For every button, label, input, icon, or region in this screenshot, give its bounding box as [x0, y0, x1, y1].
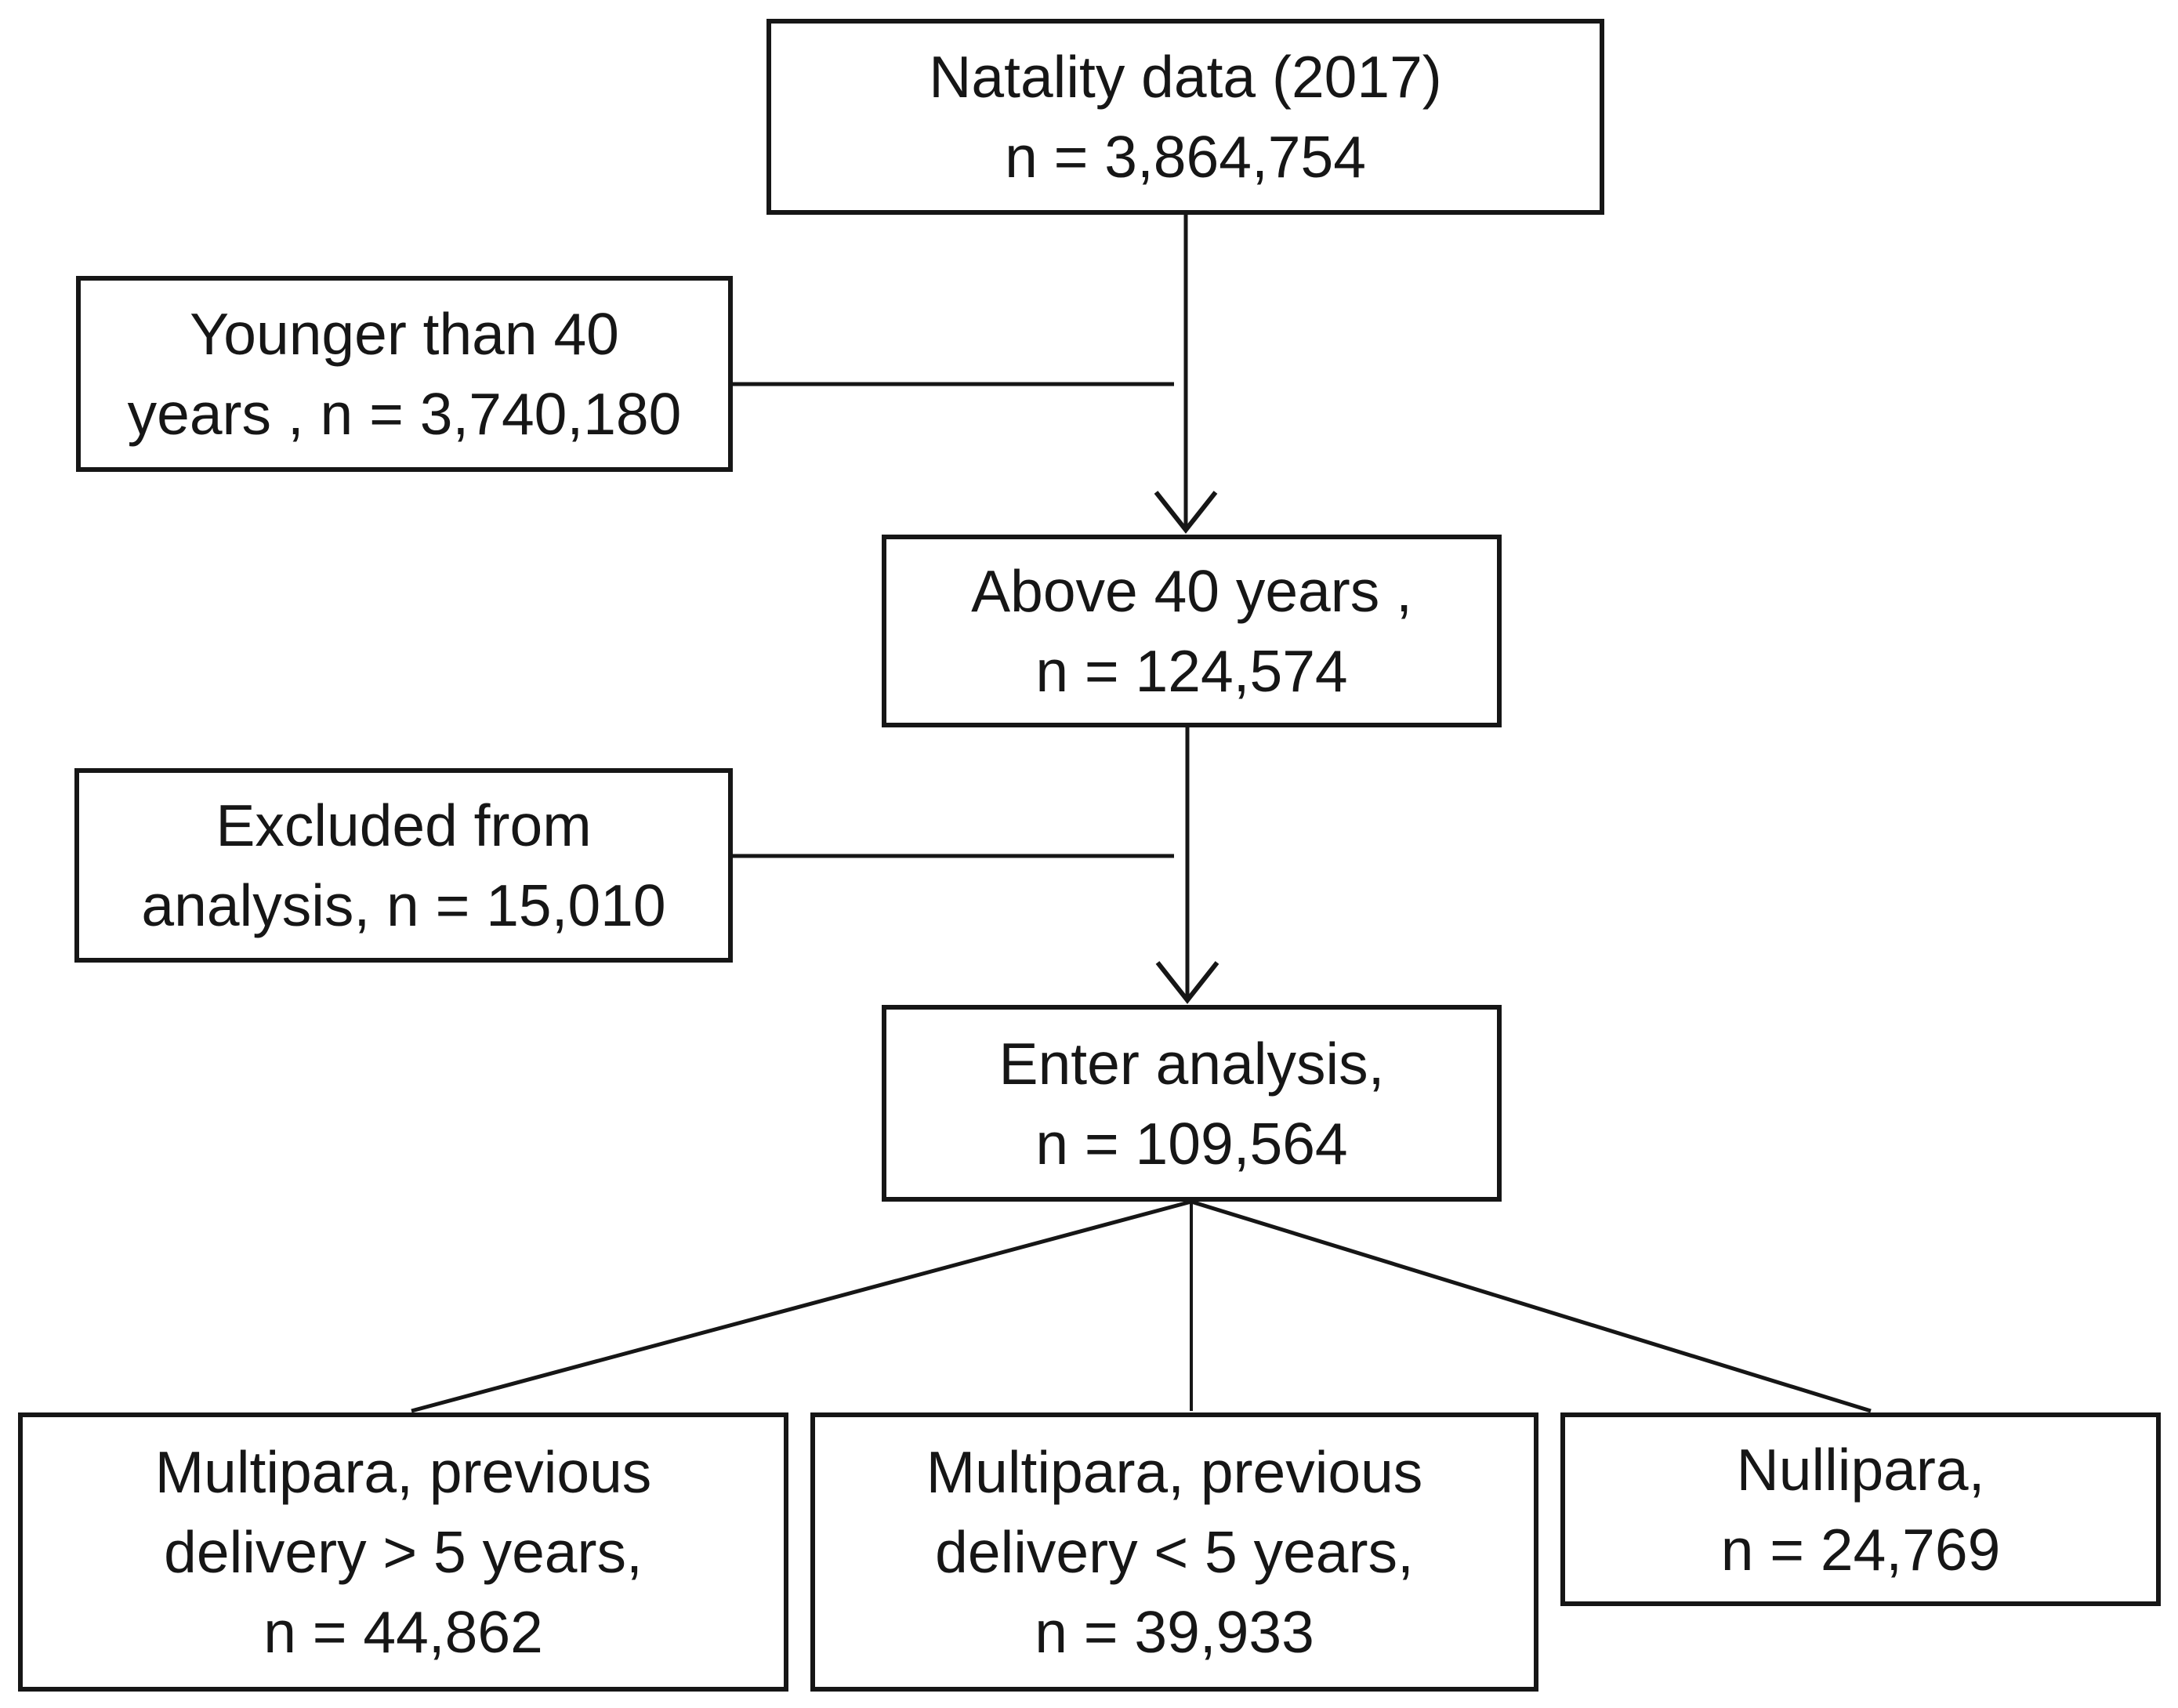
node-younger-count: years , n = 3,740,180	[127, 381, 682, 447]
arrow-natality-to-above40-head	[1154, 491, 1218, 534]
node-younger-than-40: Younger than 40 years , n = 3,740,180	[76, 276, 733, 472]
node-nullipara-label: Nullipara,	[1736, 1436, 1985, 1503]
node-enter-count: n = 109,564	[1035, 1110, 1348, 1177]
node-excluded-from-analysis: Excluded from analysis, n = 15,010	[74, 768, 733, 963]
node-multipara-gt5-count: n = 44,862	[263, 1599, 543, 1665]
connector-enter-to-nullipara	[1190, 1199, 1872, 1413]
node-multipara-gt5-label-2: delivery > 5 years,	[164, 1519, 643, 1585]
node-above-40-years: Above 40 years , n = 124,574	[882, 535, 1502, 727]
node-natality-data: Natality data (2017) n = 3,864,754	[766, 19, 1604, 215]
node-above40-label: Above 40 years ,	[971, 558, 1412, 624]
node-excluded-count: analysis, n = 15,010	[141, 872, 666, 938]
node-multipara-lt5-count: n = 39,933	[1035, 1599, 1314, 1665]
node-natality-label: Natality data (2017)	[929, 44, 1442, 110]
node-above40-count: n = 124,574	[1035, 638, 1348, 704]
arrow-above40-to-enter-head	[1155, 961, 1219, 1004]
node-enter-analysis: Enter analysis, n = 109,564	[882, 1005, 1502, 1202]
node-multipara-gt5-label-1: Multipara, previous	[154, 1439, 652, 1505]
connector-enter-to-multipara-gt5	[411, 1199, 1192, 1413]
node-nullipara-count: n = 24,769	[1720, 1516, 2001, 1583]
node-nullipara: Nullipara, n = 24,769	[1560, 1412, 2161, 1606]
node-enter-label: Enter analysis,	[998, 1030, 1385, 1097]
node-multipara-lt5-label-1: Multipara, previous	[926, 1439, 1423, 1505]
node-excluded-label: Excluded from	[216, 792, 592, 858]
node-multipara-previous-delivery-lt-5-years: Multipara, previous delivery < 5 years, …	[810, 1412, 1538, 1692]
node-natality-count: n = 3,864,754	[1005, 124, 1366, 190]
node-multipara-previous-delivery-gt-5-years: Multipara, previous delivery > 5 years, …	[18, 1412, 788, 1692]
node-younger-label: Younger than 40	[190, 301, 619, 367]
node-multipara-lt5-label-2: delivery < 5 years,	[935, 1519, 1414, 1585]
